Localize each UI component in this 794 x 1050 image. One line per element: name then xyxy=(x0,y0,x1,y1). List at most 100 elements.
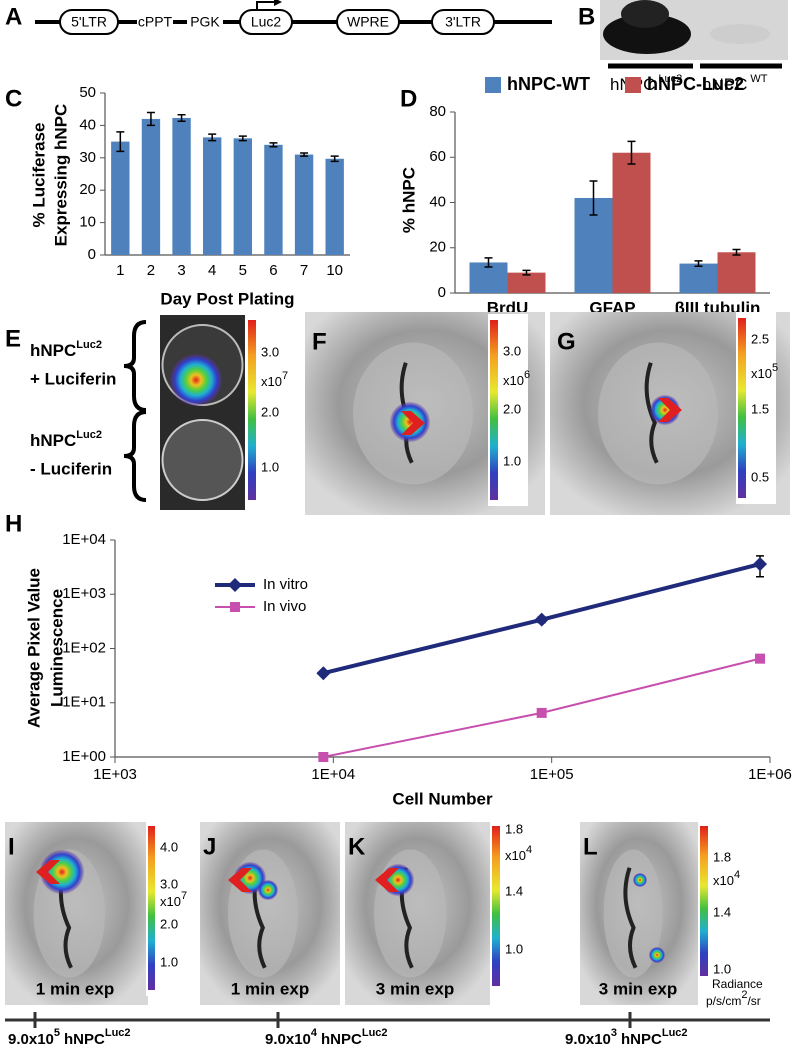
promoter-arrow xyxy=(256,1,276,10)
y-tick-label: 40 xyxy=(79,116,96,133)
radiance-unit: p/s/cm2/sr xyxy=(706,989,761,1008)
colorbar-tick-label: 2.0 xyxy=(261,404,279,419)
condition-cell: hNPCLuc2 xyxy=(30,429,102,451)
construct-element xyxy=(59,9,119,35)
colorbar-tick-label: 4.0 xyxy=(160,839,178,854)
colorbar-scale-part: 7 xyxy=(282,370,288,382)
construct-label: cPPT xyxy=(138,14,173,30)
panel-letter: C xyxy=(5,85,22,112)
error-bar xyxy=(208,133,217,142)
colorbar-scale: x106 xyxy=(503,369,530,389)
colorbar-scale-part: x10 xyxy=(505,848,526,863)
cell-dose-part: 3 xyxy=(611,1027,617,1039)
y-tick-label: 20 xyxy=(79,181,96,198)
signal xyxy=(258,880,278,900)
colorbar-tick-label: 1.8 xyxy=(713,849,731,864)
colorbar-scale-part: 7 xyxy=(181,890,187,902)
brace xyxy=(123,410,147,502)
x-tick-label: 1E+03 xyxy=(93,766,137,783)
cell-dose-part: 5 xyxy=(54,1027,60,1039)
bar xyxy=(717,252,756,293)
cell-dose-part: Luc2 xyxy=(105,1027,131,1039)
skull xyxy=(603,849,663,978)
construct-label: 3'LTR xyxy=(445,14,481,30)
colorbar-tick-label: 3.0 xyxy=(261,344,279,359)
colorbar-tick-label: 2.5 xyxy=(751,331,769,346)
x-tick-label: 1E+04 xyxy=(311,766,355,783)
error-bar xyxy=(484,257,493,268)
cell-dose: 9.0x103 hNPCLuc2 xyxy=(565,1027,688,1048)
error-bar xyxy=(116,131,125,153)
cell-dose-part: Luc2 xyxy=(662,1027,688,1039)
bar xyxy=(203,137,222,255)
signal xyxy=(633,873,647,887)
y-axis-label: Luminescence xyxy=(47,589,66,707)
colorbar-tick-label: 1.0 xyxy=(713,961,731,976)
cell-dose-part: hNPC xyxy=(621,1031,662,1048)
colorbar-tick-label: 3.0 xyxy=(503,343,521,358)
condition-treatment: + Luciferin xyxy=(30,369,116,388)
legend-label: hNPC-Luc2 xyxy=(647,74,744,94)
marker xyxy=(753,557,768,572)
y-tick-label: 1E+04 xyxy=(62,531,106,548)
panel-letter: K xyxy=(348,833,366,860)
colorbar-scale-part: 4 xyxy=(526,844,532,856)
bar xyxy=(679,263,718,293)
y-tick-label: 1E+00 xyxy=(62,748,106,765)
construct-element xyxy=(239,9,293,35)
x-tick-label: 10 xyxy=(326,262,343,279)
error-bar xyxy=(627,140,636,165)
y-tick-label: 1E+03 xyxy=(62,585,106,602)
colorbar-scale: x105 xyxy=(751,362,778,382)
cell-dose-part: 9.0x10 xyxy=(265,1031,311,1048)
panel-letter: B xyxy=(578,3,595,30)
cell-dose-part: Luc2 xyxy=(362,1027,388,1039)
cell-dose: 9.0x105 hNPCLuc2 xyxy=(8,1027,131,1048)
bar xyxy=(294,154,314,255)
y-tick-label: 60 xyxy=(429,148,446,165)
colorbar xyxy=(490,320,498,500)
colorbar-scale: x107 xyxy=(261,370,288,390)
colorbar-tick-label: 1.4 xyxy=(713,904,731,919)
signal xyxy=(170,354,222,406)
exposure-label: 1 min exp xyxy=(36,979,114,998)
x-tick-label: 7 xyxy=(300,262,308,279)
condition-cell-part: Luc2 xyxy=(76,429,102,441)
x-tick-label: 6 xyxy=(269,262,277,279)
colorbar-scale: x104 xyxy=(713,869,740,889)
lane-label-part: WT xyxy=(750,73,767,85)
y-tick-label: 80 xyxy=(429,103,446,120)
construct-label: WPRE xyxy=(347,14,389,30)
radiance-label: Radiance xyxy=(712,977,763,991)
construct-label: 5'LTR xyxy=(71,14,107,30)
panel-letter: H xyxy=(5,510,22,537)
exposure-label: 3 min exp xyxy=(599,979,677,998)
bar xyxy=(612,152,651,293)
x-tick-label: 5 xyxy=(239,262,247,279)
error-bar xyxy=(330,155,339,163)
colorbar-tick-label: 1.4 xyxy=(505,883,523,898)
colorbar-tick-label: 1.0 xyxy=(505,941,523,956)
x-tick-label: 1 xyxy=(116,262,124,279)
cell-dose-part: 4 xyxy=(311,1027,318,1039)
colorbar-scale-part: x10 xyxy=(751,366,772,381)
y-tick-label: 1E+02 xyxy=(62,639,106,656)
colorbar-tick-label: 2.0 xyxy=(160,916,178,931)
x-tick-label: 1E+05 xyxy=(530,766,574,783)
signal xyxy=(390,402,430,442)
construct-element xyxy=(431,9,495,35)
error-bar xyxy=(732,248,741,256)
y-axis-label: Expressing hNPC xyxy=(51,104,70,247)
x-axis-label: Cell Number xyxy=(392,789,493,808)
arrowhead-marker xyxy=(36,860,60,884)
radiance-unit-part: /sr xyxy=(747,994,760,1008)
bar xyxy=(233,138,252,255)
panel-letter: I xyxy=(8,833,15,860)
arrowhead-marker xyxy=(375,868,399,892)
x-tick-label: 3 xyxy=(177,262,185,279)
colorbar xyxy=(248,320,256,500)
marker xyxy=(534,612,549,627)
panel-letter: G xyxy=(557,328,576,355)
y-axis-label: Average Pixel Value xyxy=(24,568,43,728)
